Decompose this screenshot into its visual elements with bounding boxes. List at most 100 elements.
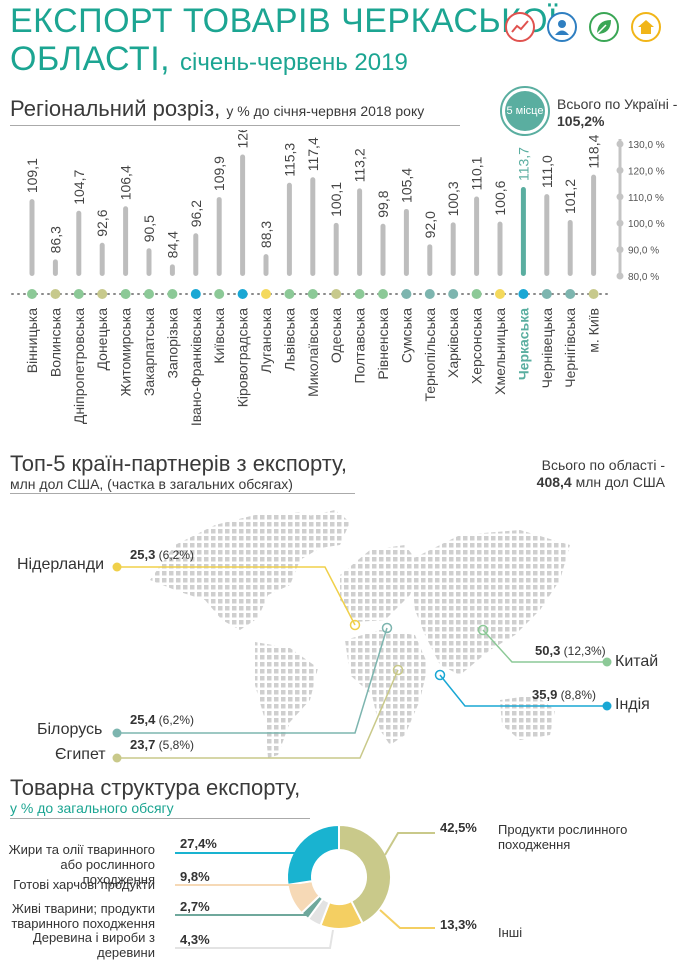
partner-line: [117, 669, 399, 759]
user-icon[interactable]: [547, 12, 577, 42]
bar-value-label: 113,2: [352, 148, 368, 182]
region-label: Запорізька: [164, 308, 180, 379]
structure-label-fats: Жири та олії тваринного або рослинного п…: [8, 842, 155, 887]
bar-value-label: 104,7: [71, 170, 87, 205]
structure-value-wood: 4,3%: [180, 932, 210, 947]
title-period: січень-червень 2019: [180, 49, 408, 76]
structure-subheading: у % до загального обсягу: [10, 800, 174, 816]
bar-value-label: 113,7: [515, 147, 531, 181]
divider: [10, 125, 460, 126]
partner-dot: [112, 753, 122, 763]
chart-line-icon[interactable]: [505, 12, 535, 42]
bar-15: [357, 188, 363, 276]
structure-value-plant: 42,5%: [440, 820, 477, 835]
region-dot: [307, 289, 318, 299]
bar-8: [193, 233, 199, 276]
partner-country-netherlands: Нідерланди: [17, 556, 105, 573]
structure-value-animals: 2,7%: [180, 899, 210, 914]
partners-heading: Топ-5 країн-партнерів з експорту,: [10, 451, 347, 476]
partner-country-china: Китай: [615, 653, 659, 670]
bar-value-label: 101,2: [562, 179, 578, 214]
partner-value-belarus: 25,4 (6,2%): [130, 712, 194, 727]
region-label: Вінницька: [24, 308, 40, 373]
y-tick-label: 90,0 %: [628, 246, 659, 257]
region-dot: [401, 289, 412, 299]
y-tick-label: 110,0 %: [628, 193, 664, 204]
structure-label-wood: Деревина і вироби з деревини: [32, 930, 155, 960]
region-label: Київська: [211, 308, 227, 364]
bar-25: [591, 174, 597, 276]
structure-value-fats: 27,4%: [180, 836, 217, 851]
region-label: Тернопільська: [422, 308, 438, 402]
bar-13: [310, 177, 316, 276]
region-dot: [73, 289, 84, 299]
title-line-1: ЕКСПОРТ ТОВАРІВ ЧЕРКАСЬКОЇ: [10, 2, 559, 40]
region-label: Житомирська: [118, 308, 134, 397]
bar-11: [263, 254, 269, 276]
regional-heading: Регіональний розріз, у % до січня-червня…: [10, 96, 425, 121]
bar-value-label: 117,4: [305, 137, 321, 171]
region-dot: [471, 289, 482, 299]
region-dot: [331, 289, 342, 299]
bar-value-label: 126,0: [235, 130, 251, 149]
region-label: Волинська: [47, 308, 63, 377]
partner-country-egypt: Єгипет: [55, 746, 106, 763]
partner-dot: [112, 562, 122, 572]
bar-value-label: 88,3: [258, 221, 274, 248]
bar-14: [333, 222, 339, 276]
region-label: м. Київ: [586, 308, 602, 353]
bar-value-label: 84,4: [164, 231, 180, 258]
partner-value-india: 35,9 (8,8%): [532, 687, 596, 702]
bar-6: [146, 248, 152, 276]
partners-subheading: млн дол США, (частка в загальних обсягах…: [10, 476, 293, 492]
bar-value-label: 111,0: [539, 155, 555, 188]
bar-19: [450, 222, 456, 276]
bar-value-label: 92,0: [422, 211, 438, 238]
region-dot: [495, 289, 505, 299]
continent-north-america: [150, 512, 330, 630]
region-label: Миколаївська: [305, 308, 321, 397]
region-dot: [541, 289, 552, 299]
bar-value-label: 96,2: [188, 200, 204, 227]
region-label: Івано-Франківська: [188, 308, 204, 426]
continent-south-america: [255, 642, 318, 758]
region-label: Чернігівська: [562, 308, 578, 388]
y-tick-mark: [616, 193, 624, 201]
bar-value-label: 100,3: [445, 181, 461, 216]
bar-4: [99, 242, 105, 276]
bar-16: [380, 223, 386, 276]
donut-leader-line: [379, 909, 435, 929]
region-label: Полтавська: [352, 308, 368, 384]
house-icon[interactable]: [631, 12, 661, 42]
y-tick-mark: [616, 246, 624, 254]
bar-1: [29, 199, 35, 276]
region-label: Дніпропетровська: [71, 308, 87, 424]
leaf-icon[interactable]: [589, 12, 619, 42]
continent-europe: [340, 545, 420, 622]
structure-label-other: Інші: [498, 925, 523, 940]
bar-20: [474, 196, 480, 276]
bar-12: [286, 182, 292, 276]
bar-value-label: 115,3: [281, 143, 297, 177]
structure-value-food: 9,8%: [180, 869, 210, 884]
y-tick-label: 120,0 %: [628, 166, 665, 177]
partner-marker: [477, 624, 489, 636]
region-dot: [284, 289, 295, 299]
bar-17: [403, 208, 409, 276]
bar-value-label: 90,5: [141, 215, 157, 242]
region-label: Закарпатська: [141, 308, 157, 396]
region-dot: [448, 289, 459, 299]
region-label: Харківська: [445, 308, 461, 378]
partner-value-china: 50,3 (12,3%): [535, 643, 606, 658]
bar-value-label: 100,6: [492, 180, 508, 215]
region-label: Рівненська: [375, 308, 391, 380]
structure-label-animals: Живі тварини; продукти тваринного походж…: [11, 901, 155, 931]
bar-value-label: 109,9: [211, 156, 227, 191]
partner-dot: [112, 728, 122, 738]
region-label: Чернівецька: [539, 308, 555, 389]
continent-africa: [345, 630, 428, 745]
continent-greenland: [300, 510, 350, 548]
ukraine-total: Всього по Україні - 105,2%: [557, 96, 678, 129]
region-label: Сумська: [398, 308, 414, 363]
region-label: Луганська: [258, 308, 274, 373]
